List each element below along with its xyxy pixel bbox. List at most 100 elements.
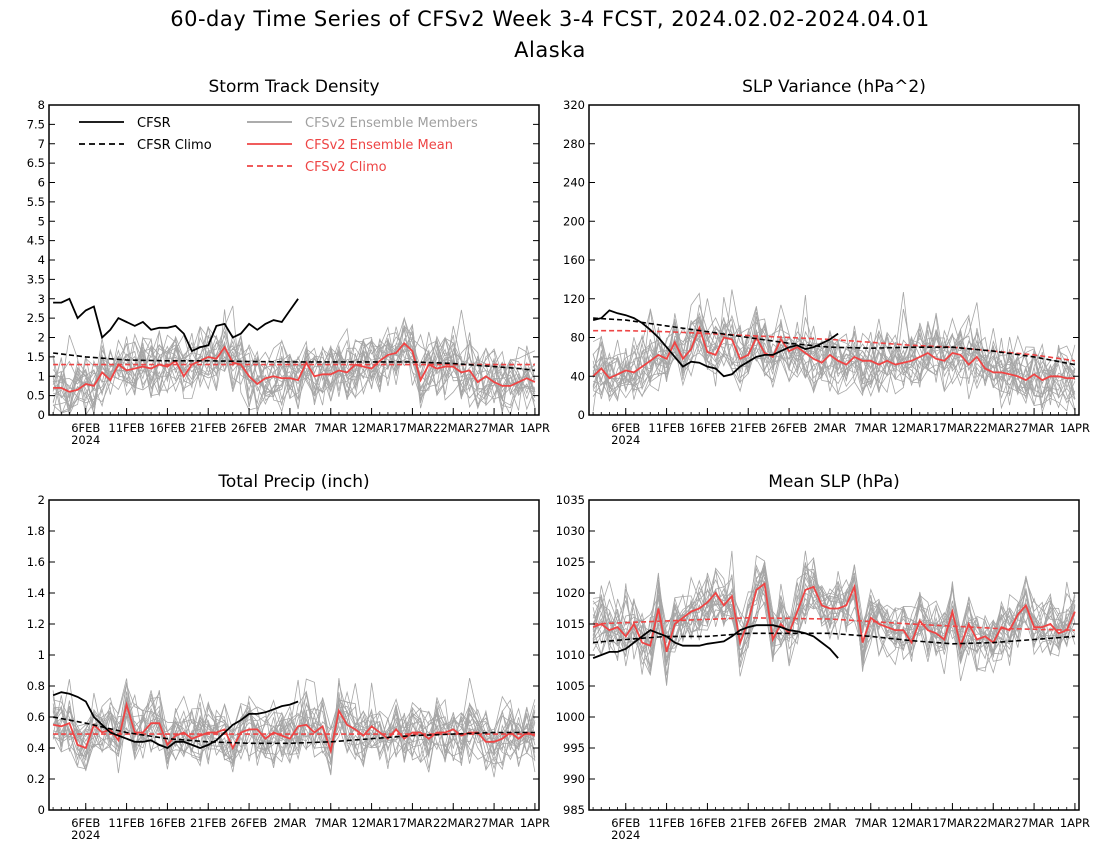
x-tick-label: 21FEB — [730, 816, 767, 830]
y-tick-label: 4 — [38, 253, 45, 267]
y-tick-label: 1.8 — [27, 524, 45, 538]
y-tick-label: 3 — [38, 292, 45, 306]
x-tick-label: 26FEB — [231, 816, 268, 830]
y-tick-label: 200 — [563, 214, 585, 228]
y-tick-label: 8 — [38, 98, 45, 112]
x-tick-label: 7MAR — [314, 816, 347, 830]
ensemble-member-line — [52, 325, 536, 409]
figure-title: 60-day Time Series of CFSv2 Week 3-4 FCS… — [170, 7, 930, 31]
y-tick-label: 1030 — [556, 524, 585, 538]
x-tick-label: 17MAR — [392, 816, 432, 830]
x-tick-label: 12MAR — [891, 421, 931, 435]
ensemble-member-line — [52, 324, 536, 413]
y-tick-label: 5.5 — [27, 195, 45, 209]
x-tick-label: 27MAR — [1014, 816, 1054, 830]
ensemble-member-line — [593, 562, 1075, 667]
legend-label: CFSR — [137, 116, 171, 131]
y-tick-label: 1 — [38, 648, 45, 662]
panel-mean-slp: Mean SLP (hPa) 985 990 995 1000 1005 1010 1015… — [556, 472, 1090, 842]
y-tick-label: 0 — [38, 803, 45, 817]
x-tick-label: 16FEB — [149, 816, 186, 830]
x-tick-label: 1APR — [1060, 816, 1090, 830]
series-line-cfsr — [592, 309, 839, 378]
x-tick-label: 12MAR — [351, 421, 391, 435]
x-tick-label: 16FEB — [689, 421, 726, 435]
y-tick-label: 240 — [563, 176, 585, 190]
x-tick-label: 2MAR — [273, 816, 306, 830]
ensemble-member-line — [52, 683, 536, 769]
panel-total-precip: Total Precip (inch) 0 0.2 0.4 0.6 0.8 1 1.2 1.4… — [27, 472, 550, 842]
y-tick-label: 985 — [563, 803, 585, 817]
x-tick-label: 21FEB — [190, 421, 227, 435]
y-tick-label: 0 — [578, 408, 585, 422]
ensemble-member-line — [52, 326, 536, 413]
y-tick-label: 7 — [38, 137, 45, 151]
x-tick-year: 2024 — [611, 828, 640, 842]
legend-label: CFSv2 Ensemble Members — [305, 116, 478, 131]
ensemble-members — [592, 289, 1076, 413]
series-line-cfsr-climo — [593, 317, 1076, 366]
ensemble-member-line — [52, 682, 536, 766]
y-tick-label: 1005 — [556, 679, 585, 693]
y-tick-label: 0.8 — [27, 679, 45, 693]
series-line-cfsr — [592, 624, 839, 659]
ensemble-member-line — [592, 568, 1076, 667]
y-tick-label: 0.4 — [27, 741, 45, 755]
x-tick-year: 2024 — [71, 828, 100, 842]
y-tick-label: 2.5 — [27, 311, 45, 325]
y-tick-label: 1020 — [556, 586, 585, 600]
series-line-cfsv2-ensemble-mean — [52, 701, 536, 755]
plot-frame — [48, 104, 540, 416]
x-tick-label: 7MAR — [314, 421, 347, 435]
panel-title: SLP Variance (hPa^2) — [742, 77, 926, 97]
x-tick-label: 26FEB — [231, 421, 268, 435]
x-tick-label: 27MAR — [474, 421, 514, 435]
y-tick-label: 320 — [563, 98, 585, 112]
series-layer — [592, 309, 1076, 382]
figure-subtitle: Alaska — [514, 38, 586, 62]
x-tick-label: 7MAR — [854, 816, 887, 830]
x-tick-label: 26FEB — [771, 816, 808, 830]
y-tick-label: 7.5 — [27, 117, 45, 131]
ensemble-member-line — [52, 325, 536, 406]
series-line-cfsr — [52, 691, 299, 750]
y-axis: 0 0.5 1 1.5 2 2.5 3 3.5 4 4.5 5 5.5 6 6.5 7 7.5 8 — [27, 98, 539, 422]
ensemble-members — [52, 678, 536, 778]
y-tick-label: 1.2 — [27, 617, 45, 631]
x-tick-label: 16FEB — [689, 816, 726, 830]
x-tick-label: 11FEB — [648, 816, 685, 830]
x-tick-label: 6FEB — [71, 421, 100, 435]
y-tick-label: 0.6 — [27, 710, 45, 724]
y-tick-label: 1035 — [556, 493, 585, 507]
panel-title: Mean SLP (hPa) — [768, 472, 900, 492]
series-layer — [52, 691, 536, 755]
y-tick-label: 1015 — [556, 617, 585, 631]
ensemble-member-line — [52, 330, 536, 413]
x-tick-label: 21FEB — [190, 816, 227, 830]
ensemble-member-line — [592, 315, 1076, 402]
plot-frame — [48, 499, 540, 811]
ensemble-members — [592, 550, 1076, 686]
y-tick-label: 1 — [38, 369, 45, 383]
y-tick-label: 1.5 — [27, 350, 45, 364]
ensemble-member-line — [592, 550, 1076, 675]
x-tick-label: 6FEB — [611, 421, 640, 435]
y-axis: 985 990 995 1000 1005 1010 1015 1020 1025 1030 103… — [556, 493, 1079, 817]
x-tick-label: 17MAR — [392, 421, 432, 435]
ensemble-member-line — [592, 565, 1076, 659]
legend-label: CFSR Climo — [137, 138, 212, 153]
x-tick-label: 7MAR — [854, 421, 887, 435]
x-tick-label: 2MAR — [813, 421, 846, 435]
y-tick-label: 6 — [38, 176, 45, 190]
panel-storm-track-density: Storm Track Density 0 0.5 1 1.5 2 2.5 3 3.5 4 4.5… — [27, 77, 550, 447]
y-tick-label: 40 — [570, 369, 585, 383]
x-tick-label: 6FEB — [611, 816, 640, 830]
ensemble-member-line — [52, 325, 536, 414]
y-tick-label: 2 — [38, 331, 45, 345]
x-tick-label: 12MAR — [891, 816, 931, 830]
x-tick-label: 16FEB — [149, 421, 186, 435]
ensemble-member-line — [592, 564, 1076, 677]
